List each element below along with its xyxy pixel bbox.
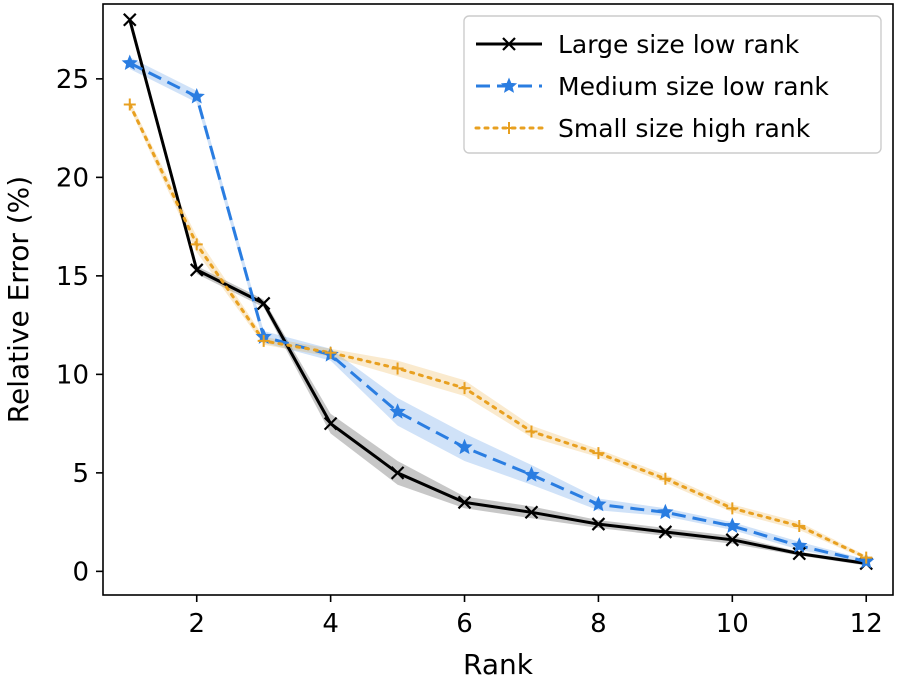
data-point-2-2 [257,334,270,347]
legend-label: Small size high rank [558,114,811,143]
legend: Large size low rank Medium size low rank S… [463,15,882,154]
legend-swatch-marker [502,37,516,51]
data-point-0-1 [189,263,204,277]
y-tick-label: 10 [56,360,89,390]
data-point-0-2 [256,296,271,311]
data-point-2-9 [726,502,739,515]
data-point-1-6 [523,466,540,482]
y-axis-ticks: 0 5 10 15 20 25 [56,65,103,587]
y-tick-label: 25 [56,65,89,95]
data-point-2-0 [123,98,136,111]
data-point-2-8 [659,472,672,485]
data-point-2-1 [190,238,203,251]
legend-label: Medium size low rank [558,72,829,101]
plot-frame [102,3,894,596]
data-point-1-5 [456,438,473,455]
x-axis-ticks: 2 4 6 8 10 12 [188,595,883,639]
data-point-1-1 [188,88,205,104]
series-line-1 [129,61,867,563]
x-tick-label: 6 [456,609,473,639]
data-point-0-0 [123,12,137,27]
x-tick-label: 10 [716,609,749,639]
data-point-0-8 [658,525,673,539]
x-axis-label: Rank [463,648,534,680]
legend-item-1: Medium size low rank [476,72,829,101]
data-point-1-0 [121,54,138,71]
legend-item-2: Small size high rank [474,114,811,143]
legend-box [463,15,882,154]
data-point-0-7 [591,517,606,531]
data-point-0-9 [725,533,740,547]
data-point-1-10 [791,537,808,553]
data-point-1-8 [657,503,674,520]
x-tick-label: 2 [188,609,205,639]
legend-swatch-marker [500,77,518,93]
series-markers [121,12,875,571]
y-tick-label: 15 [56,262,89,292]
data-point-0-6 [524,505,539,520]
series-line-2 [128,103,868,560]
y-tick-label: 20 [56,163,89,193]
y-axis-label: Relative Error (%) [2,176,35,423]
y-tick-label: 0 [72,557,89,587]
y-tick-label: 5 [72,459,89,489]
x-tick-label: 8 [590,609,607,639]
legend-item-0: Large size low rank [476,30,800,59]
data-point-2-10 [793,520,806,533]
data-point-2-4 [391,362,404,375]
data-point-0-3 [323,416,338,431]
data-point-2-6 [525,425,538,438]
data-point-1-7 [590,495,607,512]
x-tick-label: 12 [850,609,883,639]
data-point-1-9 [724,517,741,533]
data-point-1-4 [389,403,406,419]
series-lines [128,19,868,565]
data-point-2-11 [860,551,873,564]
error-band-2 [129,100,867,560]
legend-swatch-marker [503,122,515,134]
data-point-0-4 [390,466,405,480]
data-point-2-5 [458,382,471,395]
x-tick-label: 4 [322,609,339,639]
data-point-2-3 [324,346,337,359]
data-point-2-7 [592,447,605,460]
legend-label: Large size low rank [558,30,800,59]
data-point-0-5 [457,495,472,510]
